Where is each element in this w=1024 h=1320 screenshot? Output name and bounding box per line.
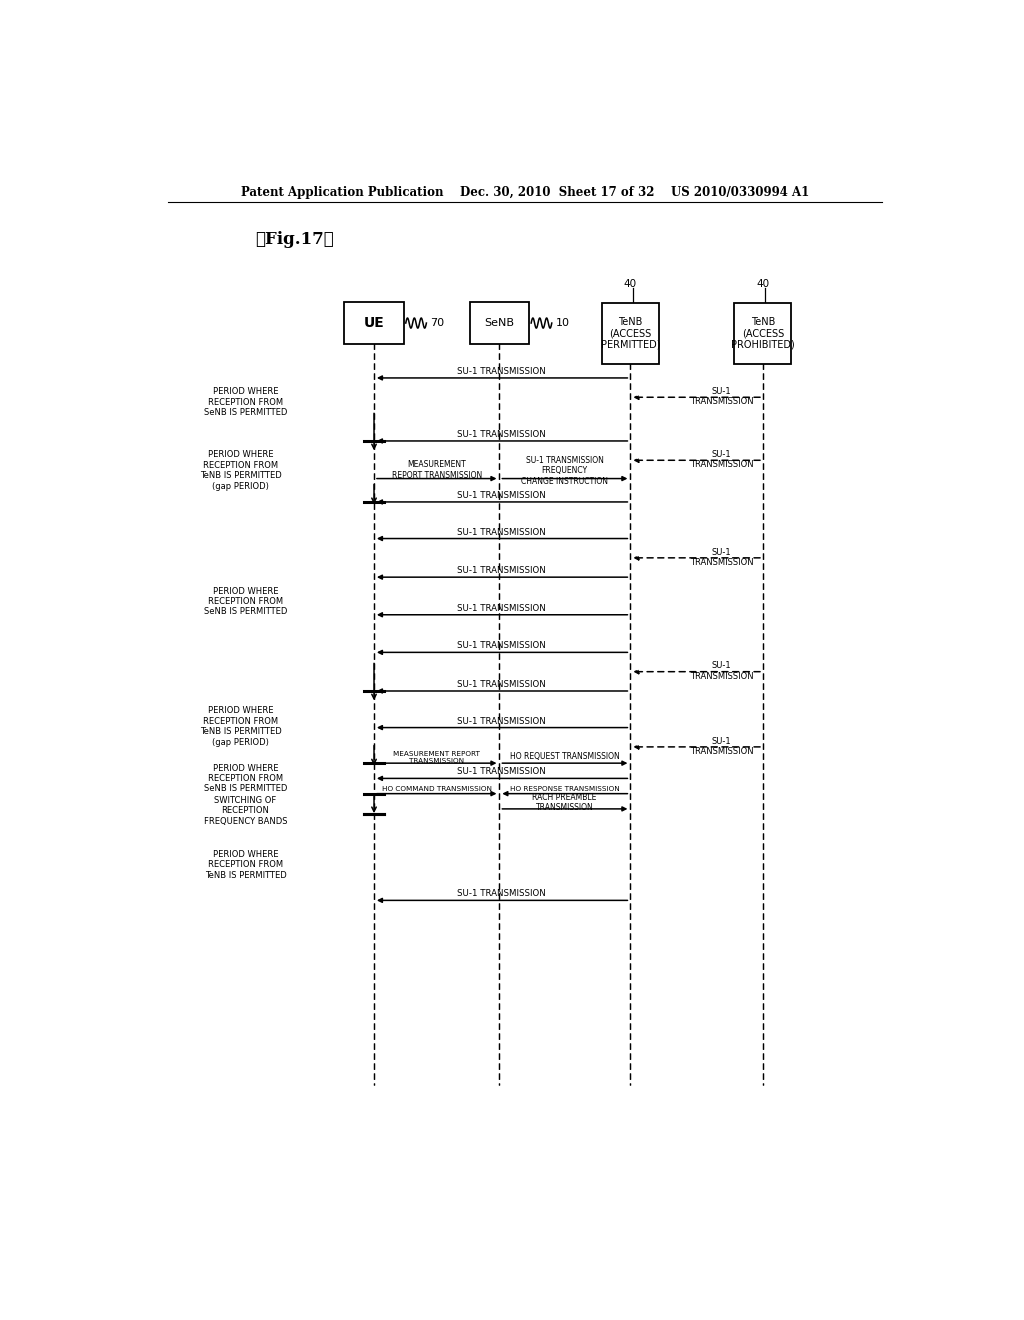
Text: MEASUREMENT REPORT
TRANSMISSION: MEASUREMENT REPORT TRANSMISSION: [393, 751, 480, 764]
Text: TeNB
(ACCESS
PROHIBITED): TeNB (ACCESS PROHIBITED): [731, 317, 795, 350]
Text: TeNB
(ACCESS
PERMITTED): TeNB (ACCESS PERMITTED): [601, 317, 660, 350]
Text: RACH PREAMBLE
TRANSMISSION: RACH PREAMBLE TRANSMISSION: [532, 792, 597, 812]
Text: SU-1 TRANSMISSION: SU-1 TRANSMISSION: [458, 430, 546, 440]
Text: PERIOD WHERE
RECEPTION FROM
SeNB IS PERMITTED: PERIOD WHERE RECEPTION FROM SeNB IS PERM…: [204, 586, 287, 616]
Text: SU-1 TRANSMISSION: SU-1 TRANSMISSION: [458, 566, 546, 576]
Text: 『Fig.17』: 『Fig.17』: [255, 231, 334, 248]
Text: SU-1 TRANSMISSION: SU-1 TRANSMISSION: [458, 717, 546, 726]
Text: SU-1
TRANSMISSION: SU-1 TRANSMISSION: [690, 661, 754, 681]
Text: SU-1 TRANSMISSION: SU-1 TRANSMISSION: [458, 603, 546, 612]
Text: Patent Application Publication    Dec. 30, 2010  Sheet 17 of 32    US 2010/03309: Patent Application Publication Dec. 30, …: [241, 186, 809, 199]
Text: SU-1
TRANSMISSION: SU-1 TRANSMISSION: [690, 548, 754, 568]
Bar: [602, 302, 658, 364]
Text: SU-1
TRANSMISSION: SU-1 TRANSMISSION: [690, 450, 754, 470]
Bar: [470, 302, 529, 345]
Text: SU-1 TRANSMISSION: SU-1 TRANSMISSION: [458, 367, 546, 376]
Text: SU-1
TRANSMISSION: SU-1 TRANSMISSION: [690, 387, 754, 407]
Text: PERIOD WHERE
RECEPTION FROM
TeNB IS PERMITTED
(gap PERIOD): PERIOD WHERE RECEPTION FROM TeNB IS PERM…: [200, 450, 282, 491]
Text: HO RESPONSE TRANSMISSION: HO RESPONSE TRANSMISSION: [510, 785, 620, 792]
Bar: [344, 302, 403, 345]
Text: SU-1 TRANSMISSION: SU-1 TRANSMISSION: [458, 767, 546, 776]
Text: 70: 70: [430, 318, 444, 329]
Text: PERIOD WHERE
RECEPTION FROM
TeNB IS PERMITTED
(gap PERIOD): PERIOD WHERE RECEPTION FROM TeNB IS PERM…: [200, 706, 282, 747]
Text: SU-1 TRANSMISSION: SU-1 TRANSMISSION: [458, 642, 546, 651]
Bar: [734, 302, 792, 364]
Text: SU-1 TRANSMISSION: SU-1 TRANSMISSION: [458, 680, 546, 689]
Text: UE: UE: [364, 315, 384, 330]
Text: SU-1 TRANSMISSION: SU-1 TRANSMISSION: [458, 890, 546, 899]
Text: 40: 40: [624, 280, 637, 289]
Text: PERIOD WHERE
RECEPTION FROM
SeNB IS PERMITTED: PERIOD WHERE RECEPTION FROM SeNB IS PERM…: [204, 763, 287, 793]
Text: SU-1
TRANSMISSION: SU-1 TRANSMISSION: [690, 737, 754, 756]
Text: MEASUREMENT
REPORT TRANSMISSION: MEASUREMENT REPORT TRANSMISSION: [391, 461, 482, 479]
Text: SU-1 TRANSMISSION: SU-1 TRANSMISSION: [458, 491, 546, 500]
Text: SU-1 TRANSMISSION: SU-1 TRANSMISSION: [458, 528, 546, 536]
Text: PERIOD WHERE
RECEPTION FROM
TeNB IS PERMITTED: PERIOD WHERE RECEPTION FROM TeNB IS PERM…: [205, 850, 287, 879]
Text: SeNB: SeNB: [484, 318, 514, 329]
Text: HO REQUEST TRANSMISSION: HO REQUEST TRANSMISSION: [510, 752, 620, 762]
Text: 10: 10: [556, 318, 569, 329]
Text: HO COMMAND TRANSMISSION: HO COMMAND TRANSMISSION: [382, 785, 492, 792]
Text: SWITCHING OF
RECEPTION
FREQUENCY BANDS: SWITCHING OF RECEPTION FREQUENCY BANDS: [204, 796, 287, 826]
Text: PERIOD WHERE
RECEPTION FROM
SeNB IS PERMITTED: PERIOD WHERE RECEPTION FROM SeNB IS PERM…: [204, 388, 287, 417]
Text: 40: 40: [757, 280, 769, 289]
Text: SU-1 TRANSMISSION
FREQUENCY
CHANGE INSTRUCTION: SU-1 TRANSMISSION FREQUENCY CHANGE INSTR…: [521, 455, 608, 486]
